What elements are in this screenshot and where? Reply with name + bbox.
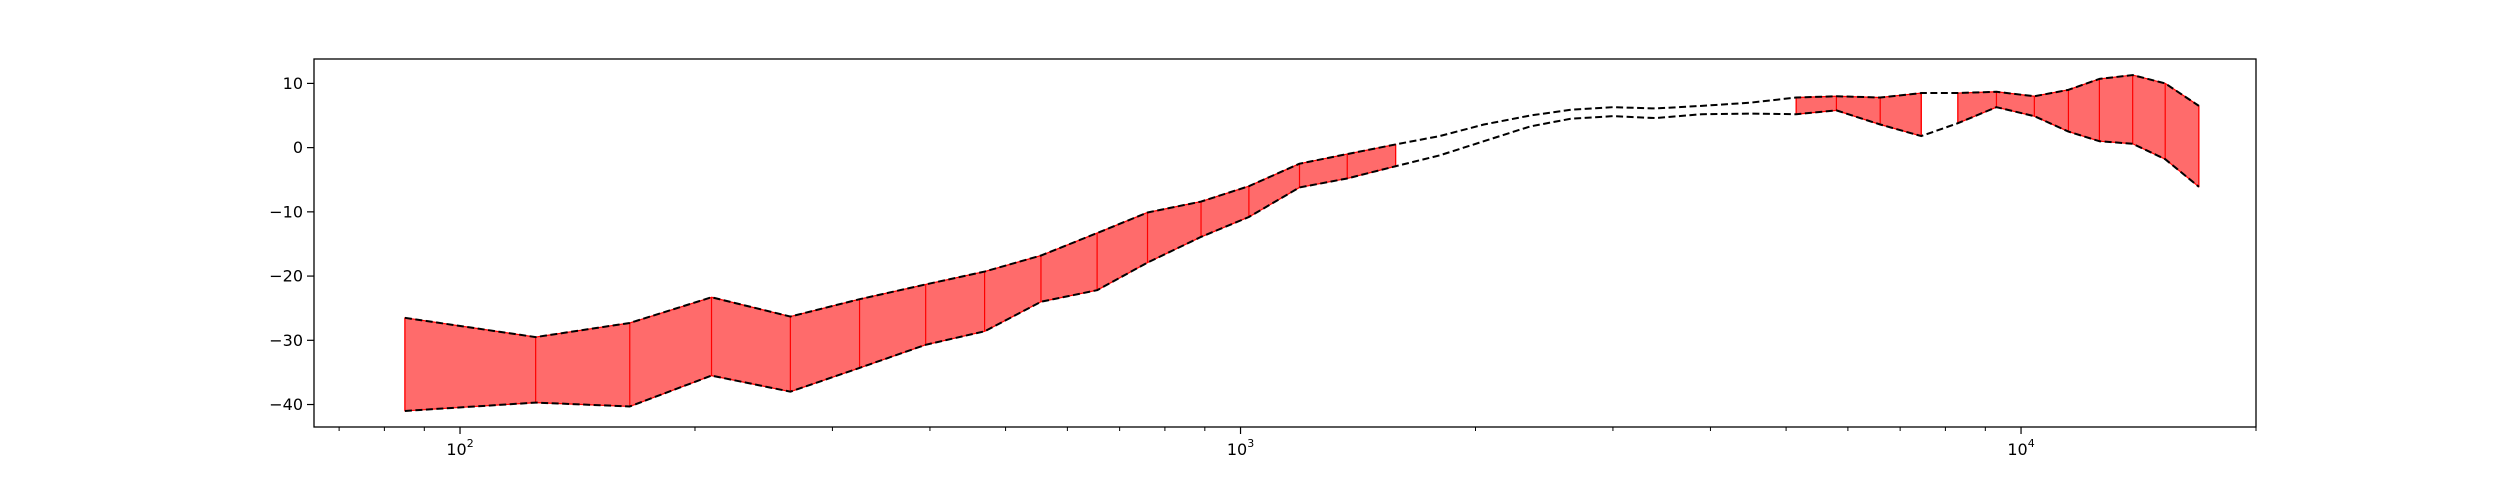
y-tick-label: 10 [283,74,303,93]
filled-region-1 [1795,92,1922,137]
y-axis: 10 0 −10 −20 −30 −40 [269,74,314,414]
lower-boundary-line [404,106,2200,412]
plot-area-frame [313,58,2257,428]
boundary-lines-layer [404,74,2200,412]
y-tick-label: 0 [293,138,303,157]
x-tick-label: 102 [446,437,473,459]
upper-boundary-line [404,74,2200,339]
y-tick-label: −30 [269,331,303,350]
y-tick-label: −10 [269,202,303,221]
x-tick-label: 103 [1227,437,1254,459]
y-tick-label: −40 [269,395,303,414]
filled-region-0 [404,143,1397,412]
x-tick-label: 104 [2007,437,2034,459]
x-axis: 102 103 104 [338,427,2257,459]
fill-between-layer [404,74,2200,412]
y-tick-label: −20 [269,267,303,286]
